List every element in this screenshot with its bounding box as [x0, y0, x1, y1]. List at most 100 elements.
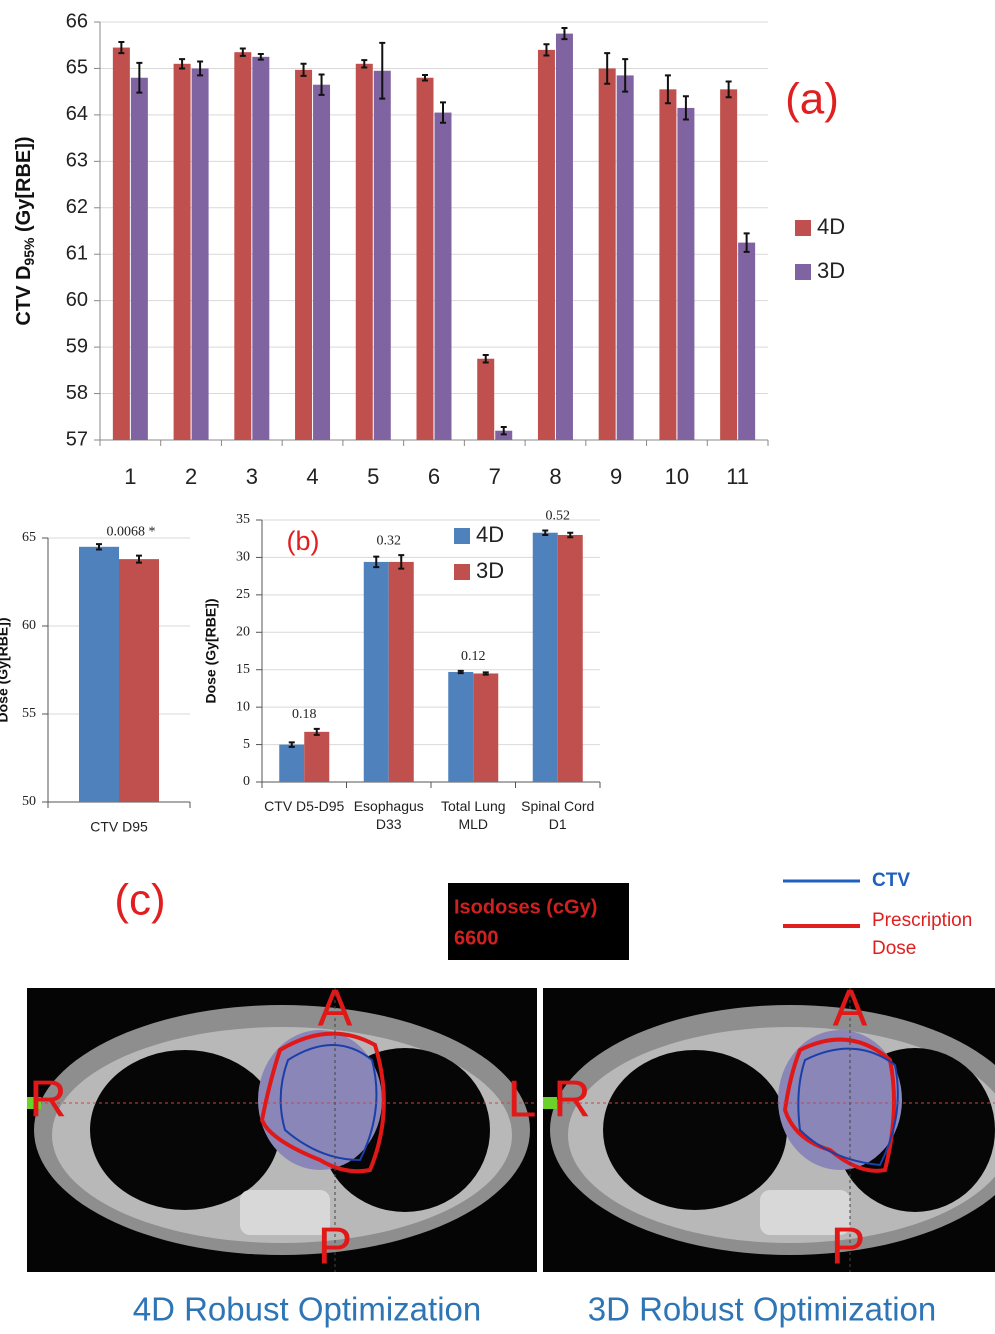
orientation-label: P [318, 1218, 353, 1276]
p-value: 0.52 [546, 509, 571, 524]
legend-swatch [454, 528, 470, 544]
ctv-legend-label: CTV [872, 870, 910, 891]
y-axis-label-part: 95% [21, 237, 37, 266]
bar [131, 78, 148, 440]
x-tick-label: Esophagus D33 [346, 797, 432, 833]
bar [738, 243, 755, 440]
bar [295, 70, 312, 440]
legend-label: 4D [476, 522, 504, 547]
panel-c: (c) Isodoses (cGy) 6600 CTV Prescription… [27, 870, 995, 1328]
x-tick-label: Spinal Cord D1 [515, 797, 601, 833]
y-axis-label-part: (Gy[RBE]) [13, 136, 35, 237]
y-tick-label: 30 [236, 550, 250, 565]
y-tick-label: 57 [66, 428, 88, 450]
legend-label: 3D [817, 258, 845, 283]
bar [119, 559, 159, 802]
bar [192, 68, 209, 440]
bar [533, 533, 558, 782]
orientation-label: P [831, 1218, 866, 1276]
y-tick-label: 60 [66, 289, 88, 311]
bar [417, 78, 434, 440]
orientation-label: A [833, 980, 868, 1038]
y-tick-label: 20 [236, 625, 250, 640]
x-tick-label: 6 [428, 464, 440, 489]
y-tick-label: 62 [66, 196, 88, 218]
figure-canvas: (c) Isodoses (cGy) 6600 CTV Prescription… [0, 0, 995, 1334]
bar [599, 68, 616, 440]
y-axis-label-part: CTV D [13, 266, 35, 326]
y-axis-label: Dose (Gy[RBE]) [0, 617, 11, 722]
bar [252, 57, 269, 440]
y-tick-label: 65 [66, 57, 88, 79]
y-tick-label: 66 [66, 10, 88, 32]
y-tick-label: 15 [236, 662, 250, 677]
legend-swatch [795, 220, 811, 236]
figure: (c) Isodoses (cGy) 6600 CTV Prescription… [0, 0, 995, 1334]
y-tick-label: 65 [22, 530, 36, 545]
p-value: 0.12 [461, 649, 486, 664]
image-caption: 3D Robust Optimization [588, 1291, 936, 1328]
p-value: 0.32 [377, 533, 402, 548]
x-tick-label: 7 [489, 464, 501, 489]
orientation-label: R [553, 1071, 591, 1129]
bar [174, 64, 191, 440]
bar [79, 547, 119, 802]
x-tick-label: 1 [124, 464, 136, 489]
bar [538, 50, 555, 440]
panel-label: (b) [287, 526, 320, 556]
bar [477, 359, 494, 440]
bar [677, 108, 694, 440]
bar [113, 48, 130, 440]
bar [617, 75, 634, 440]
isodose-title: Isodoses (cGy) [454, 896, 597, 918]
y-tick-label: 0 [243, 774, 250, 789]
bar [389, 562, 414, 782]
y-tick-label: 58 [66, 382, 88, 404]
x-tick-label: 9 [610, 464, 622, 489]
prescription-legend-label: Prescription [872, 910, 972, 931]
x-tick-label: 3 [246, 464, 258, 489]
bar [448, 672, 473, 782]
bar [558, 535, 583, 782]
bar [313, 85, 330, 440]
y-tick-label: 63 [66, 150, 88, 172]
orientation-label: A [318, 980, 353, 1038]
x-tick-label: 8 [549, 464, 561, 489]
bar [374, 71, 391, 440]
y-axis-label: CTV D95% (Gy[RBE]) [13, 136, 36, 325]
y-tick-label: 25 [236, 587, 250, 602]
x-tick-label: Total Lung MLD [430, 797, 516, 833]
y-tick-label: 5 [243, 737, 250, 752]
bar [279, 745, 304, 782]
legend-label: 3D [476, 558, 504, 583]
image-caption: 4D Robust Optimization [133, 1291, 481, 1328]
orientation-label: L [508, 1071, 537, 1129]
legend-swatch [795, 264, 811, 280]
x-tick-label: 11 [726, 464, 749, 489]
bar [659, 89, 676, 440]
bar [473, 673, 498, 782]
bar [720, 89, 737, 440]
x-tick-label: 2 [185, 464, 197, 489]
x-tick-label: CTV D95 [90, 819, 148, 835]
legend-label: 4D [817, 214, 845, 239]
bar [356, 64, 373, 440]
orientation-label: R [29, 1071, 67, 1129]
isodose-value: 6600 [454, 927, 499, 949]
panel-label: (a) [785, 75, 839, 124]
bar [234, 52, 251, 440]
legend-swatch [454, 564, 470, 580]
bar [556, 34, 573, 440]
y-tick-label: 61 [66, 243, 88, 265]
y-tick-label: 55 [22, 706, 36, 721]
x-tick-label: 5 [367, 464, 379, 489]
panel-label: (c) [114, 876, 165, 925]
ct-image [27, 988, 537, 1272]
y-tick-label: 35 [236, 512, 250, 527]
y-tick-label: 60 [22, 618, 36, 633]
y-tick-label: 64 [66, 103, 88, 125]
bar [364, 562, 389, 782]
prescription-legend-label: Dose [872, 938, 916, 959]
x-tick-label: 10 [665, 464, 689, 489]
y-tick-label: 59 [66, 335, 88, 357]
